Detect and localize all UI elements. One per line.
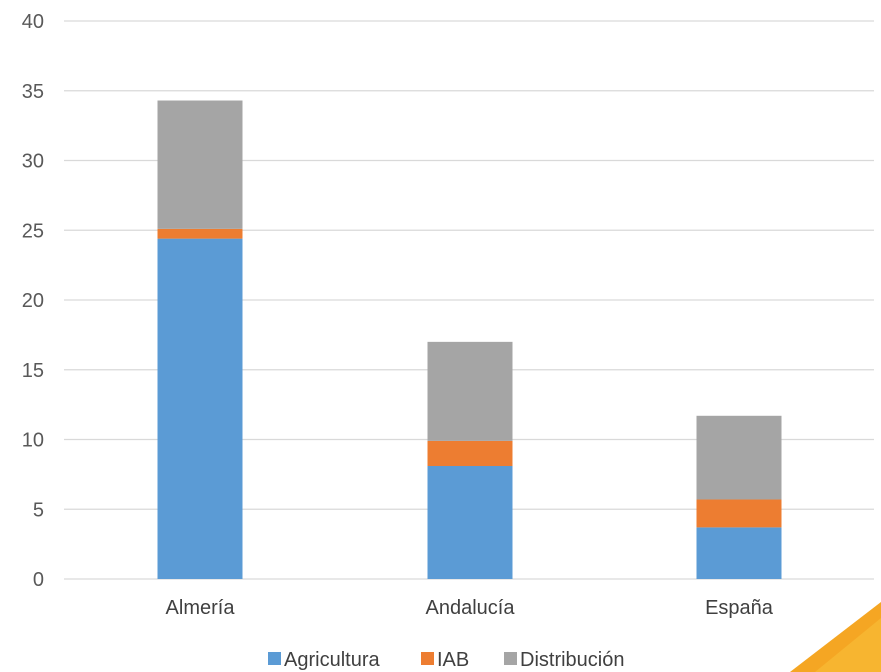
y-tick-label: 20 bbox=[22, 290, 44, 312]
y-tick-label: 40 bbox=[22, 11, 44, 33]
legend-label: Agricultura bbox=[284, 649, 380, 671]
x-category-label: Andalucía bbox=[426, 597, 516, 619]
bar-segment-distribuci-n-1 bbox=[427, 341, 513, 441]
bar-segment-agricultura-2 bbox=[696, 527, 782, 579]
corner-accent-highlight bbox=[815, 618, 881, 672]
y-tick-label: 15 bbox=[22, 360, 44, 382]
bar-segment-iab-0 bbox=[157, 228, 243, 239]
y-axis-tick-labels: 0 5 10 15 20 25 30 35 40 bbox=[22, 11, 44, 591]
bar-segment-agricultura-0 bbox=[157, 238, 243, 579]
bars bbox=[157, 100, 782, 579]
x-category-label: Almería bbox=[166, 597, 236, 619]
legend-swatch-2 bbox=[504, 652, 517, 665]
corner-accent bbox=[790, 602, 881, 672]
y-tick-label: 5 bbox=[33, 499, 44, 521]
legend: Agricultura IAB Distribución bbox=[268, 649, 624, 671]
bar-segment-distribuci-n-2 bbox=[696, 415, 782, 500]
bar-segment-iab-1 bbox=[427, 440, 513, 467]
y-tick-label: 0 bbox=[33, 569, 44, 591]
y-tick-label: 35 bbox=[22, 81, 44, 103]
x-axis-category-labels: Almería Andalucía España bbox=[166, 597, 774, 619]
legend-label: Distribución bbox=[520, 649, 624, 671]
bar-segment-iab-2 bbox=[696, 499, 782, 528]
legend-label: IAB bbox=[437, 649, 469, 671]
bar-segment-agricultura-1 bbox=[427, 466, 513, 579]
legend-swatch-0 bbox=[268, 652, 281, 665]
y-tick-label: 30 bbox=[22, 151, 44, 173]
legend-swatch-1 bbox=[421, 652, 434, 665]
y-tick-label: 25 bbox=[22, 220, 44, 242]
y-tick-label: 10 bbox=[22, 430, 44, 452]
bar-segment-distribuci-n-0 bbox=[157, 100, 243, 229]
x-category-label: España bbox=[705, 597, 774, 619]
